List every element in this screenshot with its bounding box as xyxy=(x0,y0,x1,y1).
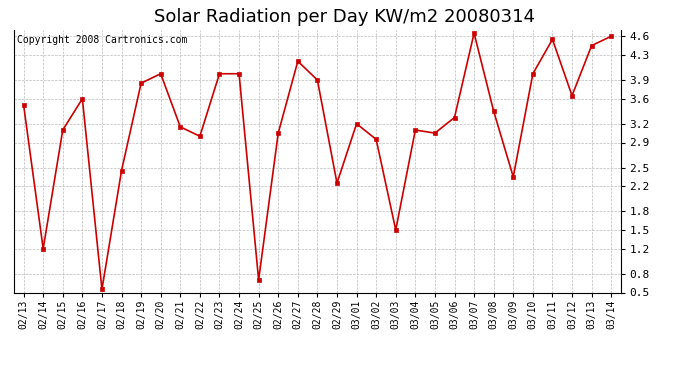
Text: Solar Radiation per Day KW/m2 20080314: Solar Radiation per Day KW/m2 20080314 xyxy=(155,8,535,26)
Text: Copyright 2008 Cartronics.com: Copyright 2008 Cartronics.com xyxy=(17,35,187,45)
